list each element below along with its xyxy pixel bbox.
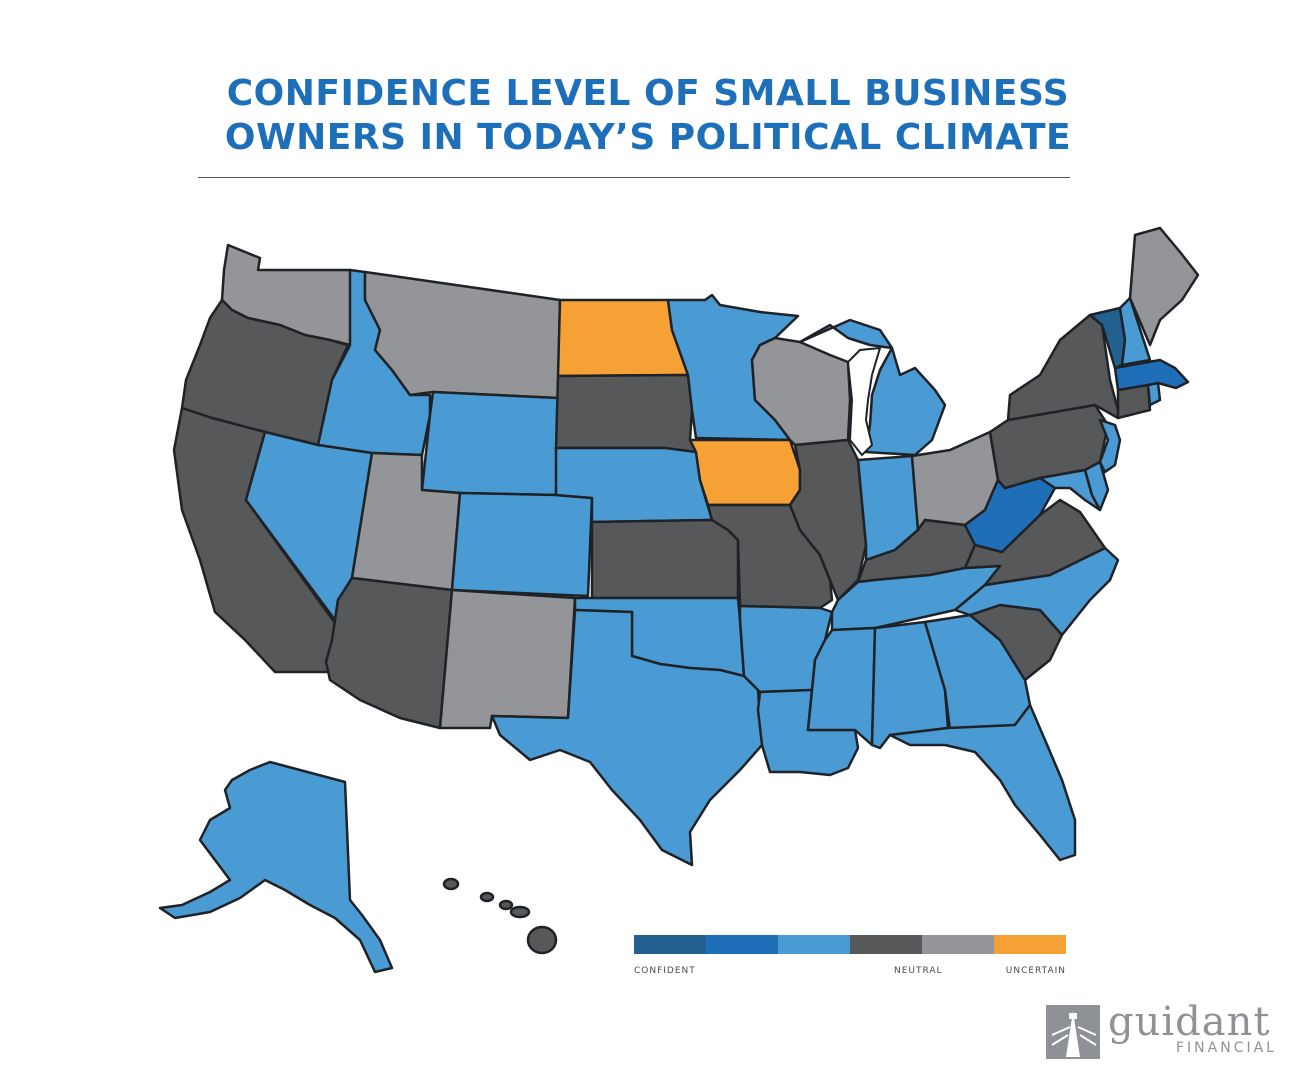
state-new-jersey[interactable]: [1098, 418, 1122, 474]
state-massachusetts[interactable]: [1113, 358, 1190, 392]
legend-label-uncertain: UNCERTAIN: [1005, 966, 1066, 976]
chart-title: CONFIDENCE LEVEL OF SMALL BUSINESS OWNER…: [0, 72, 1296, 160]
state-maine[interactable]: [1128, 226, 1200, 347]
legend-swatch-1: [634, 935, 706, 954]
logo-subtitle: FINANCIAL: [1176, 1040, 1277, 1056]
title-divider: [198, 177, 1070, 178]
legend-swatch-6: [994, 935, 1066, 954]
guidant-logo-icon: [1046, 1005, 1100, 1059]
legend-label-confident: CONFIDENT: [634, 966, 696, 976]
state-alaska[interactable]: [158, 760, 394, 974]
state-south-dakota[interactable]: [554, 373, 698, 454]
state-kansas[interactable]: [590, 518, 740, 600]
state-new-hampshire[interactable]: [1118, 296, 1152, 367]
state-colorado[interactable]: [450, 491, 594, 598]
state-delaware[interactable]: [1083, 460, 1110, 512]
title-line-2: OWNERS IN TODAY’S POLITICAL CLIMATE: [224, 117, 1072, 158]
legend: CONFIDENT NEUTRAL UNCERTAIN: [634, 935, 1066, 980]
guidant-logo: guidant FINANCIAL: [1046, 999, 1277, 1063]
lake-michigan: [846, 346, 882, 457]
state-hawaii[interactable]: [442, 877, 558, 955]
logo-wordmark: guidant: [1108, 999, 1271, 1045]
legend-swatches: [634, 935, 1066, 954]
legend-swatch-4: [850, 935, 922, 954]
state-texas[interactable]: [490, 608, 764, 867]
state-florida[interactable]: [888, 703, 1077, 862]
state-arizona[interactable]: [324, 576, 454, 730]
legend-label-neutral: NEUTRAL: [894, 966, 943, 976]
state-iowa[interactable]: [688, 438, 802, 507]
title-line-1: CONFIDENCE LEVEL OF SMALL BUSINESS: [226, 73, 1070, 114]
legend-swatch-2: [706, 935, 778, 954]
state-new-mexico[interactable]: [438, 588, 577, 730]
state-wyoming[interactable]: [420, 390, 560, 497]
legend-swatch-5: [922, 935, 994, 954]
state-rhode-island[interactable]: [1146, 381, 1162, 407]
state-new-york[interactable]: [1006, 313, 1120, 422]
state-wisconsin[interactable]: [750, 336, 852, 447]
legend-swatch-3: [778, 935, 850, 954]
